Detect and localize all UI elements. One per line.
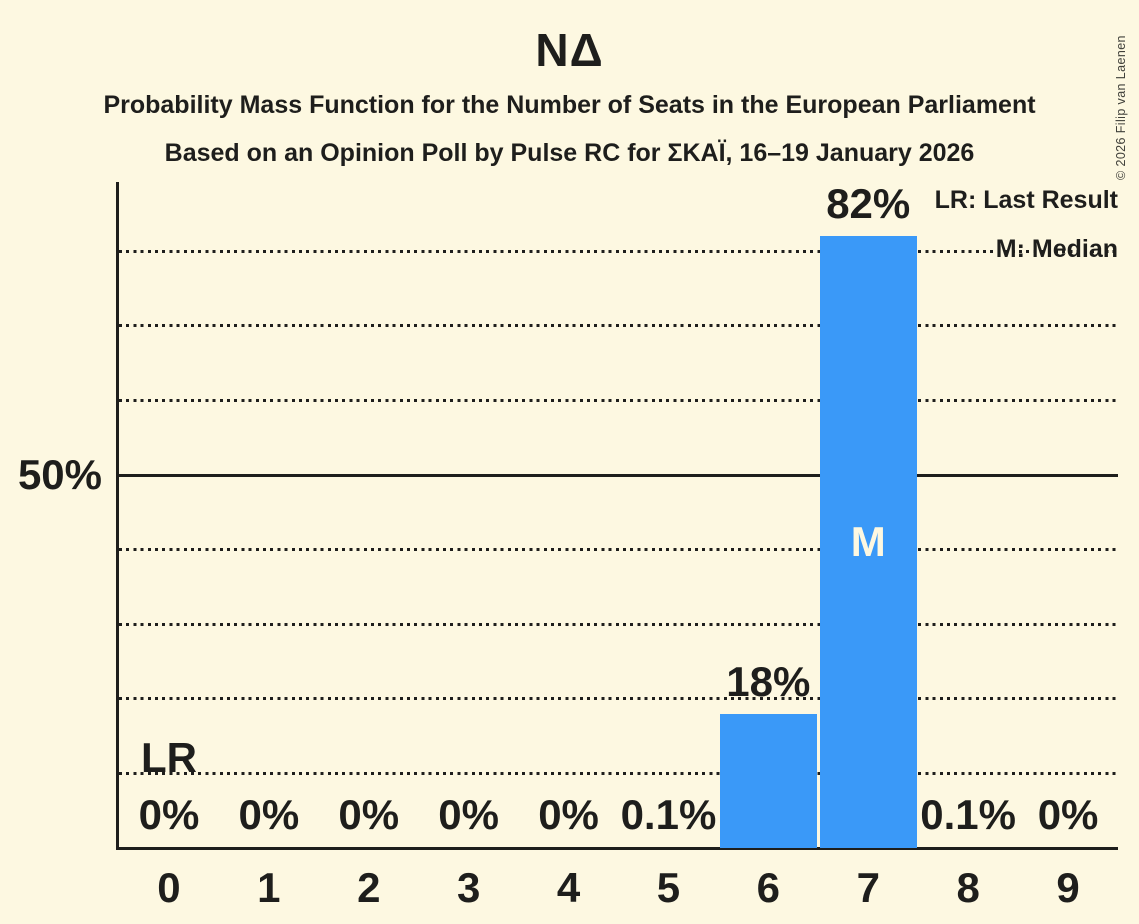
- x-tick-5: 5: [656, 864, 681, 911]
- copyright-notice: © 2026 Filip van Laenen: [1114, 35, 1128, 180]
- gridline-60pct: [119, 398, 1118, 402]
- value-label-7: 82%: [826, 180, 911, 228]
- x-tick-7: 7: [856, 864, 880, 911]
- gridline-70pct: [119, 324, 1118, 328]
- chart-subtitle-line1: Probability Mass Function for the Number…: [103, 91, 1036, 119]
- x-tick-0: 0: [157, 864, 181, 911]
- x-axis-line: [116, 847, 1118, 850]
- value-label-4: 0%: [538, 791, 599, 838]
- value-label-1: 0%: [238, 791, 300, 838]
- gridline-80pct: [119, 249, 1118, 253]
- gridline-50pct: [119, 473, 1118, 477]
- legend-last-result: LR: Last Result: [934, 186, 1118, 214]
- bar-6: [720, 713, 818, 848]
- gridline-10pct: [119, 771, 1118, 775]
- value-label-8: 0.1%: [920, 791, 1016, 838]
- gridline-20pct: [119, 697, 1118, 701]
- value-label-0: 0%: [138, 791, 200, 838]
- value-label-3: 0%: [438, 791, 499, 838]
- value-label-6: 18%: [726, 657, 811, 705]
- x-tick-4: 4: [556, 864, 581, 911]
- value-label-9: 0%: [1037, 791, 1099, 838]
- x-tick-9: 9: [1056, 864, 1080, 911]
- last-result-marker: LR: [140, 734, 197, 781]
- bar-7: [820, 236, 918, 848]
- chart-title: ΝΔ: [535, 24, 604, 76]
- median-marker: M: [850, 518, 886, 566]
- x-tick-2: 2: [357, 864, 381, 911]
- value-label-5: 0.1%: [620, 791, 717, 838]
- legend-median: M: Median: [995, 235, 1118, 263]
- y-axis-line: [116, 182, 119, 850]
- chart-subtitle-line2: Based on an Opinion Poll by Pulse RC for…: [164, 139, 975, 167]
- value-label-2: 0%: [338, 791, 400, 838]
- x-tick-3: 3: [456, 864, 481, 911]
- gridline-40pct: [119, 548, 1118, 552]
- x-tick-6: 6: [756, 864, 781, 911]
- x-tick-1: 1: [257, 864, 281, 911]
- x-tick-8: 8: [956, 864, 980, 911]
- y-axis-tick-label: 50%: [17, 451, 102, 498]
- gridline-30pct: [119, 622, 1118, 626]
